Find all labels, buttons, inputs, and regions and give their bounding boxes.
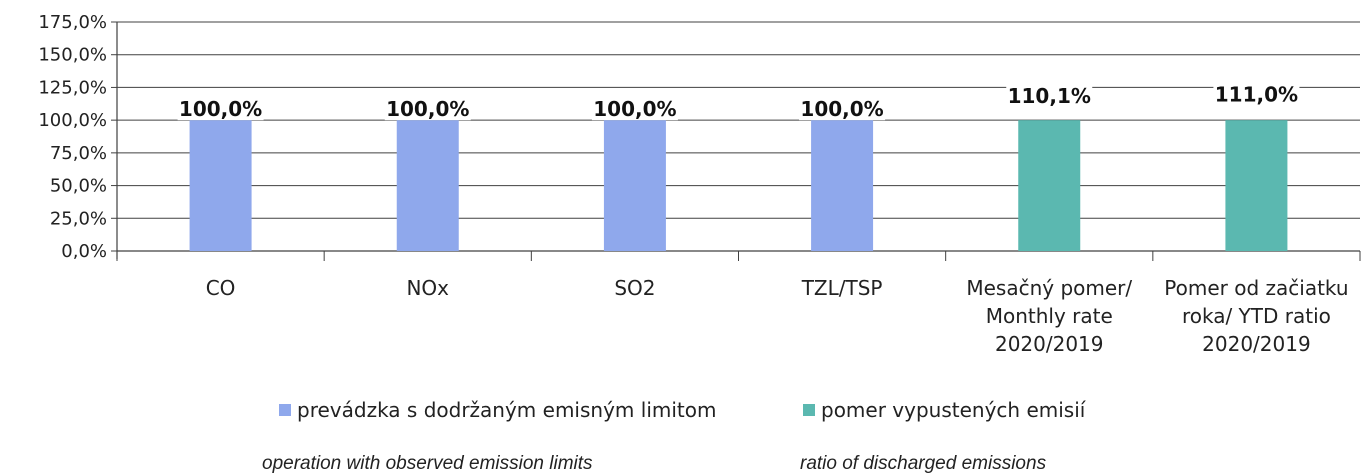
x-category-label: Mesačný pomer/Monthly rate 2020/2019	[966, 276, 1132, 356]
data-label-bg	[799, 94, 886, 121]
y-tick-label: 0,0%	[61, 241, 107, 262]
x-category-label: NOx	[406, 276, 449, 300]
data-label-bg	[384, 94, 471, 121]
x-category-label-line: 2020/2019	[995, 332, 1104, 356]
bar-4	[811, 120, 874, 252]
y-tick-label: 175,0%	[38, 12, 107, 33]
x-category-label: SO2	[614, 276, 655, 300]
x-category-label-line: Mesačný pomer/	[966, 276, 1132, 300]
bar-5	[1018, 120, 1081, 252]
y-tick-label: 150,0%	[38, 45, 107, 66]
x-category-label-line: roka/ YTD ratio	[1182, 304, 1331, 328]
y-tick-label: 100,0%	[38, 110, 107, 131]
legend-swatch-series-1	[279, 404, 291, 416]
y-tick-label: 75,0%	[50, 143, 107, 164]
legend-label-series-1: prevádzka s dodržaným emisným limitom	[297, 398, 717, 422]
y-tick-label: 125,0%	[38, 77, 107, 98]
data-label: 100,0%	[593, 97, 676, 121]
x-category-label-line: 2020/2019	[1202, 332, 1311, 356]
x-category-label-line: SO2	[614, 276, 655, 300]
y-tick-label: 50,0%	[50, 176, 107, 197]
data-label: 100,0%	[179, 97, 262, 121]
x-category-label-line: CO	[206, 276, 236, 300]
x-category-label-line: Monthly rate	[986, 304, 1113, 328]
x-category-label: TZL/TSP	[801, 276, 883, 300]
legend-item-series-1: prevádzka s dodržaným emisným limitom	[279, 398, 716, 422]
legend-item-series-2: pomer vypustených emisií	[803, 398, 1085, 422]
data-label-bg	[177, 94, 264, 121]
x-category-label-line: NOx	[406, 276, 449, 300]
x-category-label: Pomer od začiatku roka/ YTD ratio 2020/201…	[1164, 276, 1348, 356]
x-category-label-line: Pomer od začiatku	[1164, 276, 1348, 300]
bar-1	[189, 120, 252, 252]
legend-label-series-2: pomer vypustených emisií	[821, 398, 1086, 422]
legend-swatch-series-2	[803, 404, 815, 416]
bar-3	[603, 120, 666, 252]
x-category-label: CO	[206, 276, 236, 300]
data-label-bg	[1006, 80, 1093, 107]
legend-subtitle-series-1: operation with observed emission limits	[262, 453, 593, 474]
legend-subtitle-series-2: ratio of discharged emissions	[800, 453, 1047, 474]
bar-2	[396, 120, 459, 252]
data-label: 111,0%	[1215, 83, 1298, 107]
x-category-label-line: TZL/TSP	[801, 276, 883, 300]
y-tick-label: 25,0%	[50, 208, 107, 229]
data-label-bg	[1213, 79, 1300, 106]
data-label-bg	[591, 94, 678, 121]
bar-6	[1225, 120, 1288, 252]
data-label: 100,0%	[386, 97, 469, 121]
data-label: 110,1%	[1008, 84, 1091, 108]
data-label: 100,0%	[800, 97, 883, 121]
